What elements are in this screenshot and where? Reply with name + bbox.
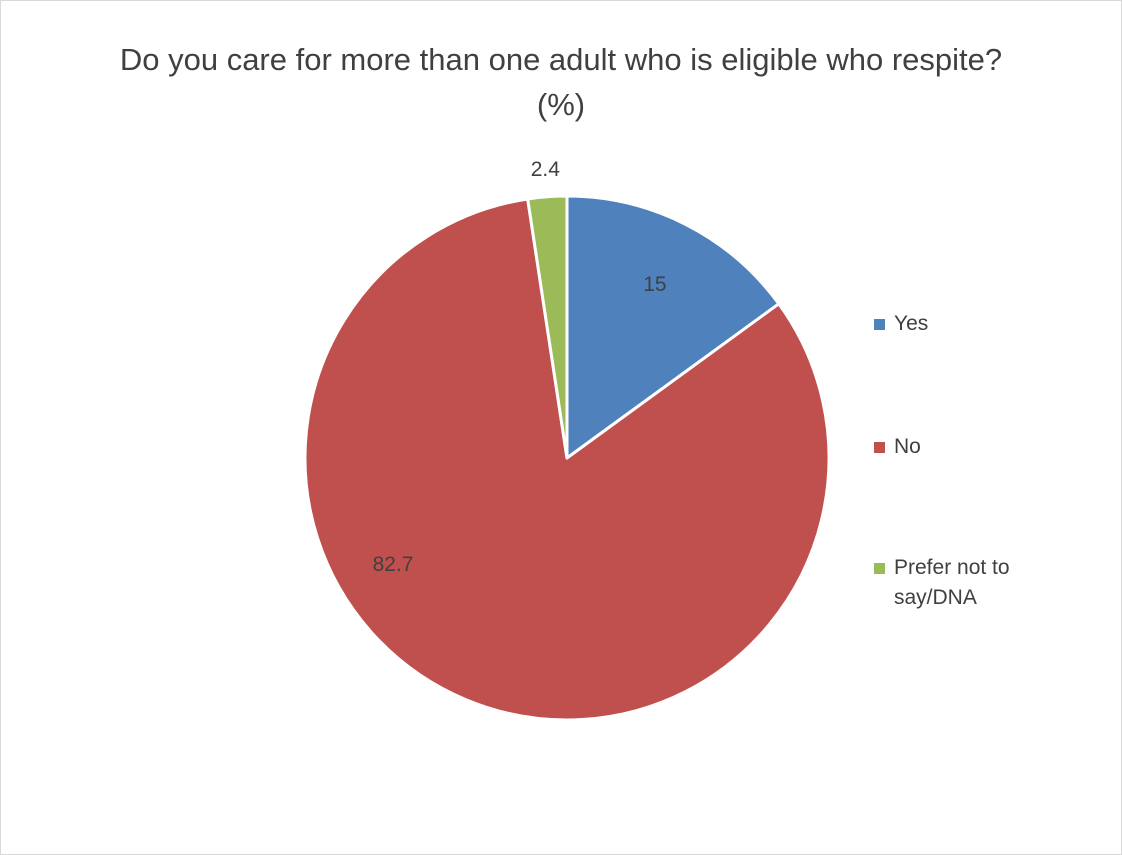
- legend-label-yes: Yes: [894, 312, 929, 335]
- legend-swatch-no: [874, 442, 885, 453]
- legend-item-no: No: [874, 432, 1074, 462]
- legend-label-prefer-not-to-say: Prefer not to say/DNA: [894, 556, 1010, 609]
- pie-slice-yes: [565, 194, 781, 460]
- data-label-prefer-not-to-say: 2.4: [531, 158, 561, 181]
- legend-label-no: No: [894, 435, 921, 458]
- legend-item-yes: Yes: [874, 309, 1074, 339]
- data-label-yes: 15: [643, 273, 666, 296]
- legend-swatch-prefer-not-to-say: [874, 563, 885, 574]
- pie-slices: [303, 194, 831, 722]
- pie-data-labels: 15 82.7 2.4: [373, 158, 667, 576]
- legend-swatch-yes: [874, 319, 885, 330]
- data-label-no: 82.7: [373, 553, 414, 576]
- legend-item-prefer-not-to-say: Prefer not to say/DNA: [874, 553, 1074, 613]
- pie-slice-prefer-not-to-say: [526, 194, 569, 460]
- chart-title: Do you care for more than one adult who …: [119, 42, 1003, 122]
